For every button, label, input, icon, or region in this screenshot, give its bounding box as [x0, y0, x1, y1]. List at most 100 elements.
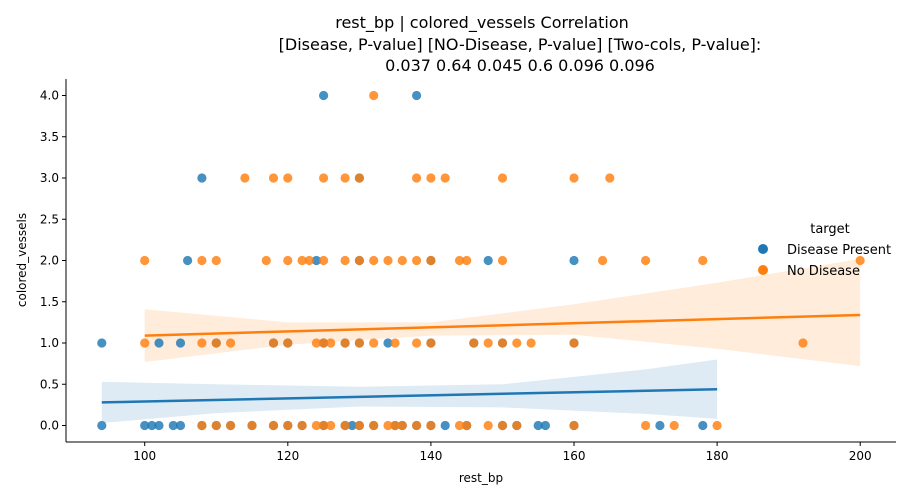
point-no-disease: [283, 420, 293, 431]
point-no-disease: [383, 420, 393, 431]
point-disease-present: [175, 338, 186, 348]
point-no-disease: [297, 255, 307, 266]
regression-line-disease-present: [101, 387, 718, 404]
ci-band-disease-present: [101, 359, 718, 423]
chart-title: rest_bp | colored_vessels Correlation [D…: [279, 13, 762, 75]
point-no-disease: [454, 255, 465, 266]
y-tick-label: 2.5: [40, 212, 59, 226]
y-axis-label: colored_vessels: [15, 213, 29, 307]
ci-band-no-disease: [144, 258, 861, 367]
point-no-disease: [326, 338, 336, 348]
point-disease-present: [347, 420, 357, 431]
point-no-disease: [483, 338, 493, 348]
point-disease-present: [533, 420, 543, 431]
point-no-disease: [669, 420, 679, 431]
point-no-disease: [297, 420, 307, 431]
point-no-disease: [340, 255, 350, 266]
regression-lines: [101, 313, 861, 404]
point-no-disease: [369, 90, 379, 101]
y-tick-label: 1.5: [40, 295, 59, 309]
x-tick-label: 100: [133, 449, 156, 463]
point-no-disease: [641, 420, 651, 431]
point-disease-present: [655, 420, 665, 431]
point-no-disease: [454, 420, 465, 431]
x-tick-label: 160: [563, 449, 586, 463]
point-no-disease: [641, 255, 651, 266]
point-disease-present: [540, 420, 551, 431]
point-no-disease: [469, 338, 479, 348]
point-no-disease: [226, 420, 236, 431]
point-no-disease: [698, 255, 708, 266]
point-no-disease: [569, 420, 579, 431]
point-no-disease: [226, 338, 236, 348]
y-tick-label: 3.0: [40, 171, 59, 185]
point-no-disease: [569, 173, 579, 183]
title-line-2: [Disease, P-value] [NO-Disease, P-value]…: [279, 35, 762, 54]
y-tick-label: 2.0: [40, 254, 59, 268]
point-no-disease: [326, 420, 336, 431]
point-no-disease: [268, 173, 279, 183]
point-no-disease: [354, 255, 364, 266]
point-no-disease: [197, 255, 207, 266]
point-disease-present: [154, 420, 164, 431]
y-ticks: 0.0 0.5 1.0 1.5 2.0 2.5 3.0 3.5 4.0: [40, 89, 66, 433]
point-no-disease: [240, 173, 250, 183]
point-no-disease: [304, 255, 314, 266]
point-no-disease: [497, 255, 508, 266]
point-no-disease: [426, 420, 436, 431]
point-no-disease: [354, 338, 364, 348]
point-disease-present: [147, 420, 157, 431]
point-no-disease: [319, 420, 329, 431]
point-disease-present: [183, 255, 193, 266]
point-no-disease: [497, 338, 508, 348]
point-no-disease: [340, 338, 350, 348]
legend-marker-no-disease: [758, 265, 768, 275]
point-no-disease: [283, 173, 293, 183]
point-disease-present: [412, 90, 422, 101]
point-no-disease: [798, 338, 808, 348]
point-no-disease: [412, 420, 422, 431]
point-no-disease: [598, 255, 608, 266]
point-no-disease: [712, 420, 722, 431]
point-no-disease: [569, 338, 579, 348]
y-tick-label: 1.0: [40, 336, 59, 350]
y-tick-label: 0.0: [40, 419, 59, 433]
point-no-disease: [369, 420, 379, 431]
point-no-disease: [462, 255, 472, 266]
point-no-disease: [412, 173, 422, 183]
x-tick-label: 140: [419, 449, 442, 463]
point-no-disease: [247, 420, 257, 431]
point-no-disease: [197, 420, 207, 431]
point-no-disease: [268, 420, 279, 431]
point-no-disease: [261, 255, 271, 266]
point-disease-present: [140, 420, 150, 431]
point-no-disease: [354, 420, 364, 431]
point-no-disease: [397, 420, 407, 431]
point-no-disease: [340, 420, 350, 431]
x-axis-label: rest_bp: [459, 471, 503, 485]
point-no-disease: [412, 338, 422, 348]
point-disease-present: [483, 255, 493, 266]
point-no-disease: [397, 255, 407, 266]
x-tick-label: 120: [276, 449, 299, 463]
regression-line-no-disease: [144, 313, 861, 337]
point-disease-present: [97, 420, 107, 431]
legend: target Disease Present No Disease: [758, 222, 891, 279]
point-no-disease: [369, 255, 379, 266]
point-no-disease: [319, 338, 329, 348]
point-no-disease: [390, 420, 400, 431]
point-disease-present: [569, 255, 579, 266]
point-no-disease: [319, 255, 329, 266]
point-no-disease: [855, 255, 865, 266]
point-disease-present: [383, 338, 393, 348]
point-no-disease: [412, 255, 422, 266]
y-tick-label: 3.5: [40, 130, 59, 144]
legend-marker-disease-present: [758, 244, 768, 254]
point-no-disease: [497, 173, 508, 183]
point-no-disease: [340, 173, 350, 183]
point-no-disease: [483, 420, 493, 431]
point-no-disease: [390, 338, 400, 348]
x-tick-label: 180: [706, 449, 729, 463]
point-no-disease: [140, 255, 150, 266]
